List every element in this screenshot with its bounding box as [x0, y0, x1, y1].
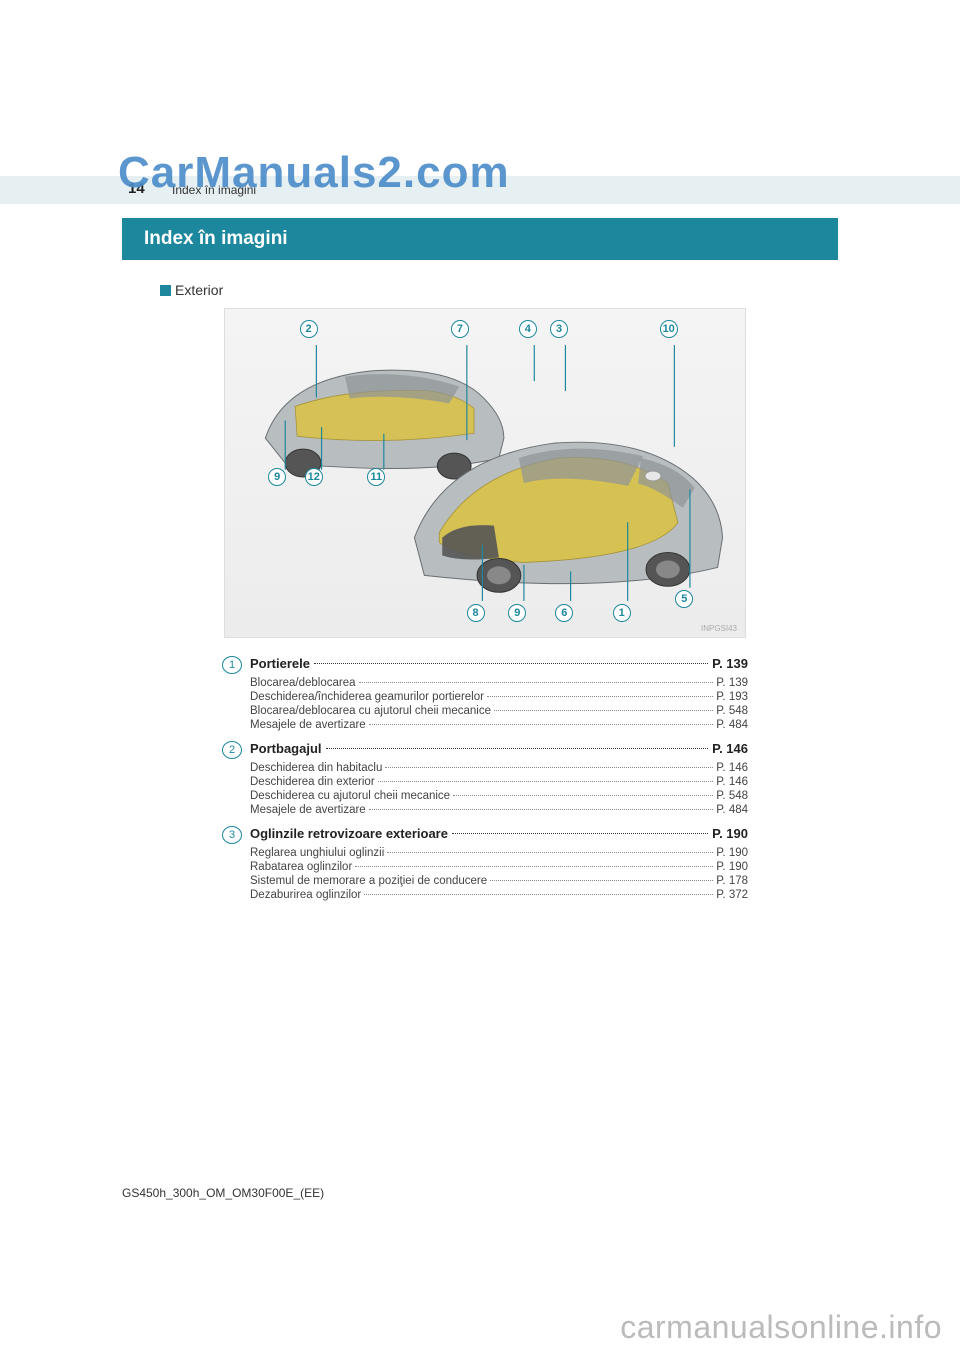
dot-leader: [453, 795, 713, 796]
dot-leader: [369, 724, 714, 725]
car-diagram-svg: [225, 309, 745, 637]
dot-leader: [487, 696, 713, 697]
index-sub-label: Rabatarea oglinzilor: [250, 861, 352, 873]
index-sub-row: Deschiderea din exterior P. 146: [222, 776, 748, 788]
watermark-top: CarManuals2.com: [118, 148, 510, 198]
diagram-callout-9: 9: [508, 604, 526, 622]
index-main-row: 2 Portbagajul P. 146: [222, 741, 748, 759]
index-main-page: P. 139: [712, 656, 748, 671]
diagram-callout-12: 12: [305, 468, 323, 486]
index-sub-label: Mesajele de avertizare: [250, 804, 366, 816]
index-sub-row: Deschiderea/închiderea geamurilor portie…: [222, 691, 748, 703]
index-sub-page: P. 372: [716, 889, 748, 901]
index-sub-row: Rabatarea oglinzilor P. 190: [222, 861, 748, 873]
index-sub-row: Deschiderea din habitaclu P. 146: [222, 762, 748, 774]
index-main-page: P. 190: [712, 826, 748, 841]
dot-leader: [369, 809, 714, 810]
index-sub-label: Blocarea/deblocarea: [250, 677, 356, 689]
index-group-1: 1 Portierele P. 139 Blocarea/deblocarea P. 1…: [222, 656, 748, 731]
dot-leader: [364, 894, 713, 895]
index-sub-label: Blocarea/deblocarea cu ajutorul cheii me…: [250, 705, 491, 717]
index-sub-page: P. 178: [716, 875, 748, 887]
dot-leader: [314, 663, 708, 664]
section-label: Exterior: [160, 282, 223, 298]
diagram-callout-2: 2: [300, 320, 318, 338]
diagram-code: INPGSI43: [701, 624, 737, 633]
index-main-row: 1 Portierele P. 139: [222, 656, 748, 674]
index-sub-row: Deschiderea cu ajutorul cheii mecanice P.…: [222, 790, 748, 802]
index-sub-label: Deschiderea din exterior: [250, 776, 375, 788]
diagram-callout-3: 3: [550, 320, 568, 338]
square-bullet-icon: [160, 285, 171, 296]
index-sub-row: Blocarea/deblocarea P. 139: [222, 677, 748, 689]
diagram-callout-1: 1: [613, 604, 631, 622]
dot-leader: [452, 833, 708, 834]
index-sub-label: Deschiderea/închiderea geamurilor portie…: [250, 691, 484, 703]
index-sub-label: Reglarea unghiului oglinzii: [250, 847, 384, 859]
index-group-2: 2PortbagajulP. 146Deschiderea din habita…: [222, 741, 748, 816]
index-list: 1 Portierele P. 139 Blocarea/deblocarea P. 1…: [222, 656, 748, 911]
index-main-label: Oglinzile retrovizoare exterioare: [250, 826, 448, 841]
footer-code: GS450h_300h_OM_OM30F00E_(EE): [122, 1186, 324, 1200]
index-sub-page: P. 548: [716, 705, 748, 717]
index-sub-row: Reglarea unghiului oglinzii P. 190: [222, 847, 748, 859]
index-sub-page: P. 146: [716, 762, 748, 774]
index-main-page: P. 146: [712, 741, 748, 756]
index-sub-row: Mesajele de avertizare P. 484: [222, 719, 748, 731]
index-sub-label: Sistemul de memorare a poziţiei de condu…: [250, 875, 487, 887]
index-sub-label: Mesajele de avertizare: [250, 719, 366, 731]
manual-page: CarManuals2.com 14 Index în imagini Inde…: [0, 0, 960, 1358]
dot-leader: [378, 781, 714, 782]
index-sub-page: P. 146: [716, 776, 748, 788]
diagram-callout-6: 6: [555, 604, 573, 622]
title-band-text: Index în imagini: [144, 228, 288, 250]
index-sub-page: P. 190: [716, 861, 748, 873]
index-number-badge: 3: [222, 826, 242, 844]
dot-leader: [326, 748, 709, 749]
index-sub-row: Sistemul de memorare a poziţiei de condu…: [222, 875, 748, 887]
index-group-3: 3 Oglinzile retrovizoare exterioare P. 190…: [222, 826, 748, 901]
section-label-text: Exterior: [175, 282, 223, 298]
index-main-label: Portbagajul: [250, 741, 322, 756]
index-sub-label: Deschiderea din habitaclu: [250, 762, 382, 774]
index-main-label: Portierele: [250, 656, 310, 671]
index-sub-label: Deschiderea cu ajutorul cheii mecanice: [250, 790, 450, 802]
watermark-bottom: carmanualsonline.info: [620, 1309, 942, 1346]
index-sub-page: P. 484: [716, 804, 748, 816]
index-sub-row: Dezaburirea oglinzilor P. 372: [222, 889, 748, 901]
dot-leader: [387, 852, 713, 853]
dot-leader: [385, 767, 713, 768]
car-diagram: 2743109121189615 INPGSI43: [224, 308, 746, 638]
index-sub-page: P. 193: [716, 691, 748, 703]
index-sub-label: Dezaburirea oglinzilor: [250, 889, 361, 901]
index-sub-page: P. 548: [716, 790, 748, 802]
index-sub-page: P. 139: [716, 677, 748, 689]
diagram-callout-10: 10: [660, 320, 678, 338]
diagram-callout-7: 7: [451, 320, 469, 338]
diagram-callout-8: 8: [467, 604, 485, 622]
index-number-badge: 2: [222, 741, 242, 759]
title-band: Index în imagini: [122, 218, 838, 260]
diagram-callout-4: 4: [519, 320, 537, 338]
dot-leader: [359, 682, 714, 683]
dot-leader: [494, 710, 713, 711]
index-sub-page: P. 190: [716, 847, 748, 859]
index-number-badge: 1: [222, 656, 242, 674]
index-sub-row: Blocarea/deblocarea cu ajutorul cheii me…: [222, 705, 748, 717]
index-sub-page: P. 484: [716, 719, 748, 731]
index-sub-row: Mesajele de avertizare P. 484: [222, 804, 748, 816]
index-main-row: 3 Oglinzile retrovizoare exterioare P. 190: [222, 826, 748, 844]
dot-leader: [490, 880, 713, 881]
rear-car-shape: [265, 370, 504, 479]
dot-leader: [355, 866, 713, 867]
